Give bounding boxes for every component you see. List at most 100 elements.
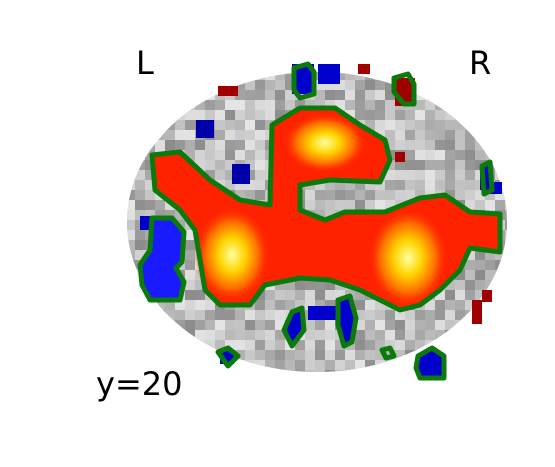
activation-neg-lower-mid-3 xyxy=(308,306,336,320)
anatomy-pixel xyxy=(155,310,165,320)
anatomy-pixel xyxy=(475,190,485,200)
anatomy-pixel xyxy=(235,370,245,372)
anatomy-pixel xyxy=(275,320,285,330)
anatomy-pixel xyxy=(395,340,405,350)
anatomy-pixel xyxy=(395,350,405,360)
anatomy-pixel xyxy=(365,120,375,130)
anatomy-pixel xyxy=(475,260,485,270)
anatomy-pixel xyxy=(325,280,335,290)
anatomy-pixel xyxy=(395,180,405,190)
anatomy-pixel xyxy=(375,300,385,310)
anatomy-pixel xyxy=(175,320,185,330)
cluster-contours xyxy=(137,61,503,381)
anatomy-pixel xyxy=(285,360,295,370)
anatomy-pixel xyxy=(127,240,135,250)
anatomy-pixel xyxy=(355,330,365,340)
anatomy-pixel xyxy=(335,290,345,300)
anatomy-pixel xyxy=(225,130,235,140)
anatomy-pixel xyxy=(135,200,145,210)
anatomy-pixel xyxy=(485,190,495,200)
anatomy-pixel xyxy=(365,350,375,360)
anatomy-pixel xyxy=(405,180,415,190)
anatomy-pixel xyxy=(455,310,465,320)
anatomy-pixel xyxy=(415,150,425,160)
anatomy-pixel xyxy=(195,160,205,170)
anatomy-pixel xyxy=(455,130,465,140)
activation-hotspot-top xyxy=(283,113,367,173)
anatomy-pixel xyxy=(175,120,185,130)
anatomy-pixel xyxy=(235,140,245,150)
anatomy-pixel xyxy=(145,200,155,210)
anatomy-pixel xyxy=(275,330,285,340)
anatomy-pixel xyxy=(335,340,345,350)
anatomy-pixel xyxy=(225,100,235,110)
anatomy-pixel xyxy=(305,290,315,300)
anatomy-pixel xyxy=(255,320,265,330)
anatomy-pixel xyxy=(455,340,465,350)
anatomy-pixel xyxy=(445,160,455,170)
anatomy-pixel xyxy=(135,230,145,240)
anatomy-pixel xyxy=(505,170,507,180)
anatomy-pixel xyxy=(135,240,145,250)
anatomy-pixel xyxy=(335,90,345,100)
anatomy-pixel xyxy=(395,170,405,180)
anatomy-pixel xyxy=(165,310,175,320)
anatomy-pixel xyxy=(295,300,305,310)
anatomy-pixel xyxy=(375,310,385,320)
anatomy-pixel xyxy=(245,180,255,190)
anatomy-pixel xyxy=(305,320,315,330)
anatomy-pixel xyxy=(435,120,445,130)
anatomy-pixel xyxy=(365,80,375,90)
anatomy-pixel xyxy=(225,160,235,170)
anatomy-pixel xyxy=(235,360,245,370)
anatomy-pixel xyxy=(295,340,305,350)
contour-neg-right-edge xyxy=(479,159,495,197)
anatomy-pixel xyxy=(365,190,375,200)
anatomy-pixel xyxy=(485,270,495,280)
anatomy-pixel xyxy=(445,140,455,150)
contour-neg-lower-1 xyxy=(281,305,307,349)
anatomy-pixel xyxy=(185,300,195,310)
anatomy-pixel xyxy=(355,200,365,210)
anatomy-pixel xyxy=(355,90,365,100)
anatomy-pixel xyxy=(325,80,335,90)
anatomy-pixel xyxy=(175,300,185,310)
anatomy-pixel xyxy=(315,200,325,210)
anatomy-pixel xyxy=(185,230,195,240)
anatomy-pixel xyxy=(445,110,455,120)
anatomy-pixel xyxy=(245,150,255,160)
anatomy-pixel xyxy=(445,100,455,110)
activation-hotspot-left xyxy=(194,207,270,303)
anatomy-pixel xyxy=(415,170,425,180)
anatomy-pixel xyxy=(245,60,255,70)
anatomy-pixel xyxy=(205,90,215,100)
anatomy-pixel xyxy=(405,360,415,370)
anatomy-pixel xyxy=(165,140,175,150)
anatomy-pixel xyxy=(255,140,265,150)
anatomy-pixel xyxy=(455,300,465,310)
anatomy-pixel xyxy=(425,120,435,130)
anatomy-pixel xyxy=(325,360,335,370)
anatomy-pixel xyxy=(265,110,275,120)
anatomy-pixel xyxy=(415,320,425,330)
anatomy-pixel xyxy=(415,72,425,80)
anatomy-pixel xyxy=(145,190,155,200)
anatomy-pixel xyxy=(355,290,365,300)
anatomy-pixel xyxy=(465,290,475,300)
anatomy-pixel xyxy=(235,180,245,190)
anatomy-pixel xyxy=(235,110,245,120)
anatomy-pixel xyxy=(365,310,375,320)
anatomy-pixel xyxy=(495,200,505,210)
anatomy-pixel xyxy=(195,280,205,290)
anatomy-pixel xyxy=(135,180,145,190)
activation-neg-upper-left xyxy=(196,120,214,138)
anatomy-pixel xyxy=(425,310,435,320)
anatomy-pixel xyxy=(385,60,395,70)
anatomy-pixel xyxy=(465,140,475,150)
anatomy-pixel xyxy=(405,310,415,320)
anatomy-pixel xyxy=(205,300,215,310)
anatomy-pixel xyxy=(205,370,215,372)
anatomy-pixel xyxy=(285,100,295,110)
anatomy-pixel xyxy=(265,320,275,330)
anatomy-pixel xyxy=(345,90,355,100)
